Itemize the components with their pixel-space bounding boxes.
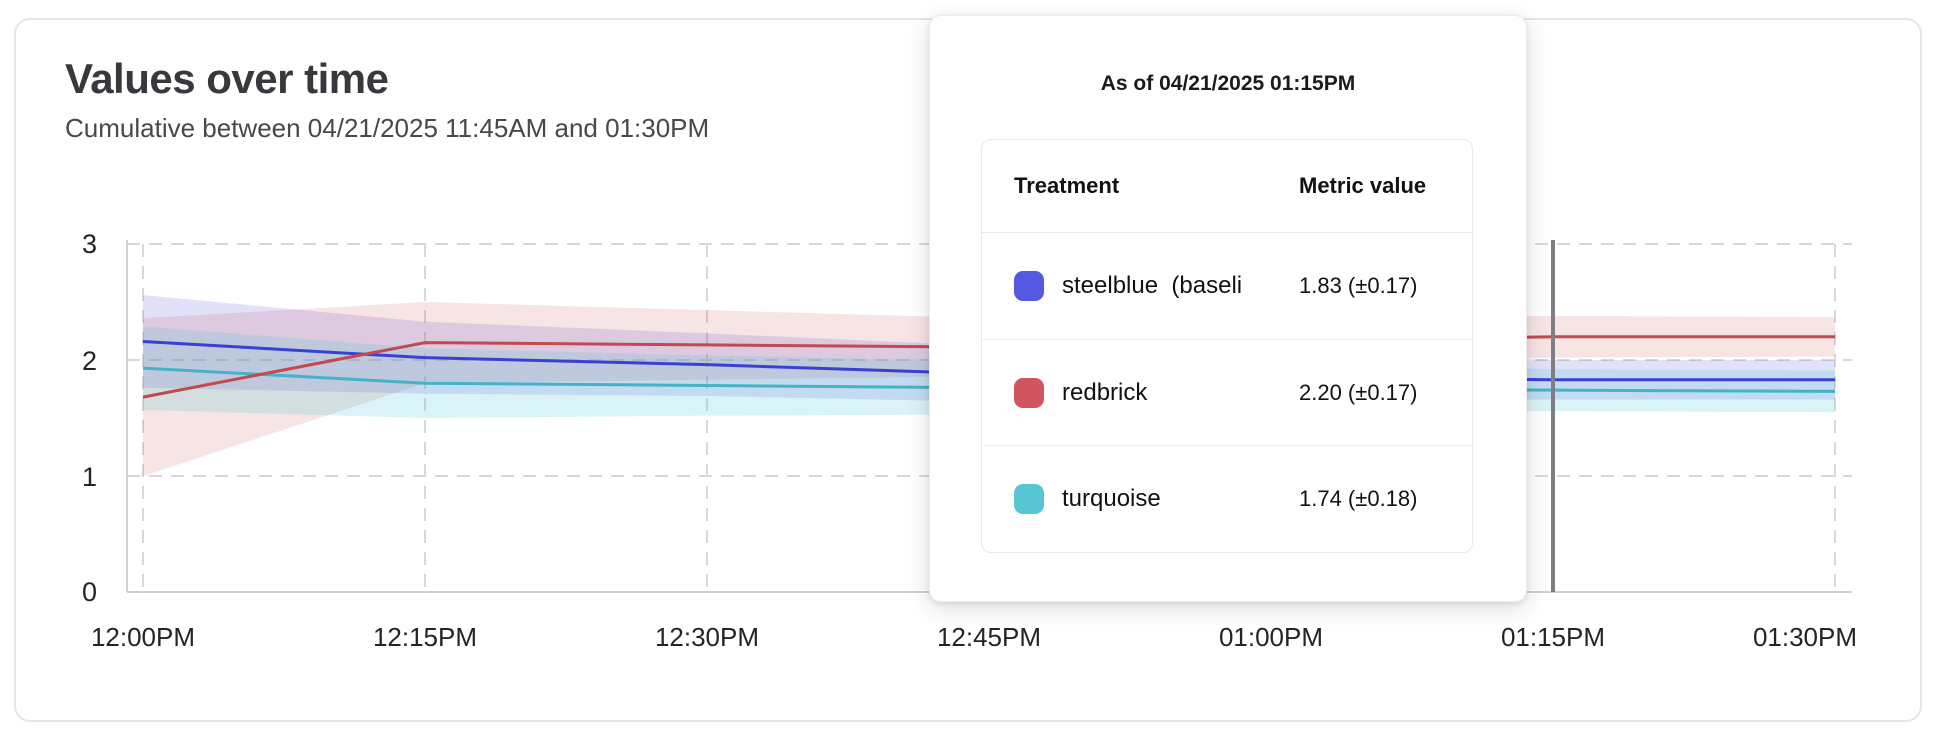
chart-subtitle: Cumulative between 04/21/2025 11:45AM an… [65, 113, 710, 143]
metric-value: 1.83 (±0.17) [1299, 272, 1418, 298]
x-tick-label: 01:15PM [1500, 622, 1606, 652]
treatment-label: steelblue (baseli [1062, 271, 1243, 299]
series-color-swatch [1014, 484, 1044, 515]
table-row: redbrick 2.20 (±0.17) [982, 340, 1472, 447]
treatment-label: redbrick [1062, 378, 1148, 406]
tooltip-table: Treatment Metric value steelblue (baseli… [981, 139, 1473, 553]
metric-value: 1.74 (±0.18) [1299, 486, 1418, 512]
metric-value: 2.20 (±0.17) [1299, 379, 1418, 405]
x-tick-label: 12:15PM [372, 622, 478, 652]
x-tick-label: 12:45PM [936, 622, 1042, 652]
series-color-swatch [1014, 270, 1044, 301]
y-tick-label: 3 [81, 229, 97, 259]
x-tick-label: 12:30PM [654, 622, 760, 652]
tooltip-table-header: Treatment Metric value [982, 140, 1472, 233]
x-tick-label: 12:00PM [90, 622, 196, 652]
table-row: turquoise 1.74 (±0.18) [982, 446, 1472, 552]
treatment-label: turquoise [1062, 485, 1161, 513]
x-tick-label: 01:00PM [1218, 622, 1324, 652]
hover-tooltip: As of 04/21/2025 01:15PM Treatment Metri… [929, 15, 1527, 602]
page-title: Values over time [65, 55, 389, 102]
series-color-swatch [1014, 377, 1044, 408]
tooltip-timestamp: As of 04/21/2025 01:15PM [1100, 72, 1356, 95]
y-tick-label: 2 [81, 346, 97, 376]
x-tick-label: 01:30PM [1752, 622, 1858, 652]
column-header-metric-value: Metric value [1299, 173, 1427, 198]
y-tick-label: 1 [81, 462, 97, 492]
column-header-treatment: Treatment [1014, 173, 1120, 198]
table-row: steelblue (baseli 1.83 (±0.17) [982, 233, 1472, 340]
y-tick-label: 0 [81, 577, 97, 607]
